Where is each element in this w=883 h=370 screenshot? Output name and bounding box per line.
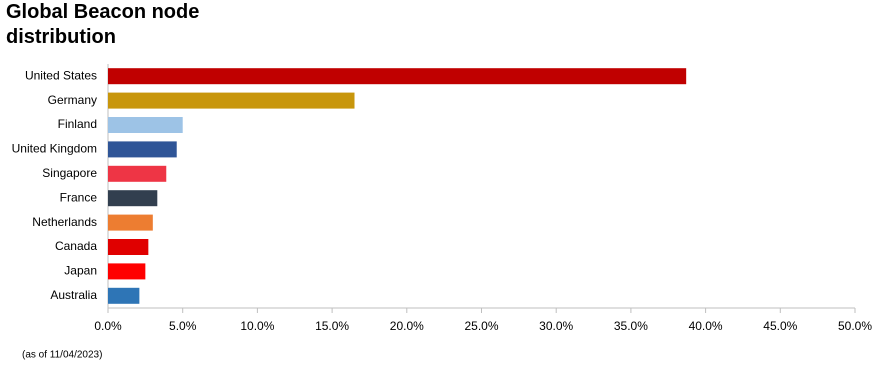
x-tick-label: 5.0%	[169, 319, 197, 333]
y-tick-label: France	[60, 190, 98, 204]
bar	[108, 287, 140, 304]
y-tick-label: United Kingdom	[12, 142, 97, 156]
bar	[108, 68, 687, 85]
y-tick-label: Australia	[50, 288, 97, 302]
y-tick-label: Singapore	[42, 166, 97, 180]
bar	[108, 263, 146, 280]
x-tick-label: 15.0%	[315, 319, 349, 333]
x-tick-label: 50.0%	[838, 319, 872, 333]
bar	[108, 141, 177, 158]
bar	[108, 117, 183, 133]
x-tick-label: 35.0%	[614, 319, 648, 333]
x-tick-label: 40.0%	[689, 319, 723, 333]
bar	[108, 239, 149, 255]
y-tick-label: Finland	[58, 117, 97, 131]
bar	[108, 214, 153, 231]
x-tick-label: 20.0%	[390, 319, 424, 333]
y-tick-label: Japan	[64, 264, 97, 278]
y-tick-label: Netherlands	[32, 215, 97, 229]
x-tick-label: 45.0%	[763, 319, 797, 333]
y-tick-label: Canada	[55, 239, 97, 253]
x-tick-label: 0.0%	[94, 319, 122, 333]
chart-title: Global Beacon node distribution	[6, 1, 200, 48]
bar	[108, 92, 355, 109]
footnote: (as of 11/04/2023)	[22, 350, 102, 361]
x-tick-label: 25.0%	[464, 319, 498, 333]
bar	[108, 165, 167, 182]
x-tick-label: 10.0%	[240, 319, 274, 333]
y-tick-label: Germany	[48, 93, 97, 107]
x-tick-label: 30.0%	[539, 319, 573, 333]
y-tick-label: United States	[25, 68, 97, 82]
bar	[108, 190, 158, 207]
